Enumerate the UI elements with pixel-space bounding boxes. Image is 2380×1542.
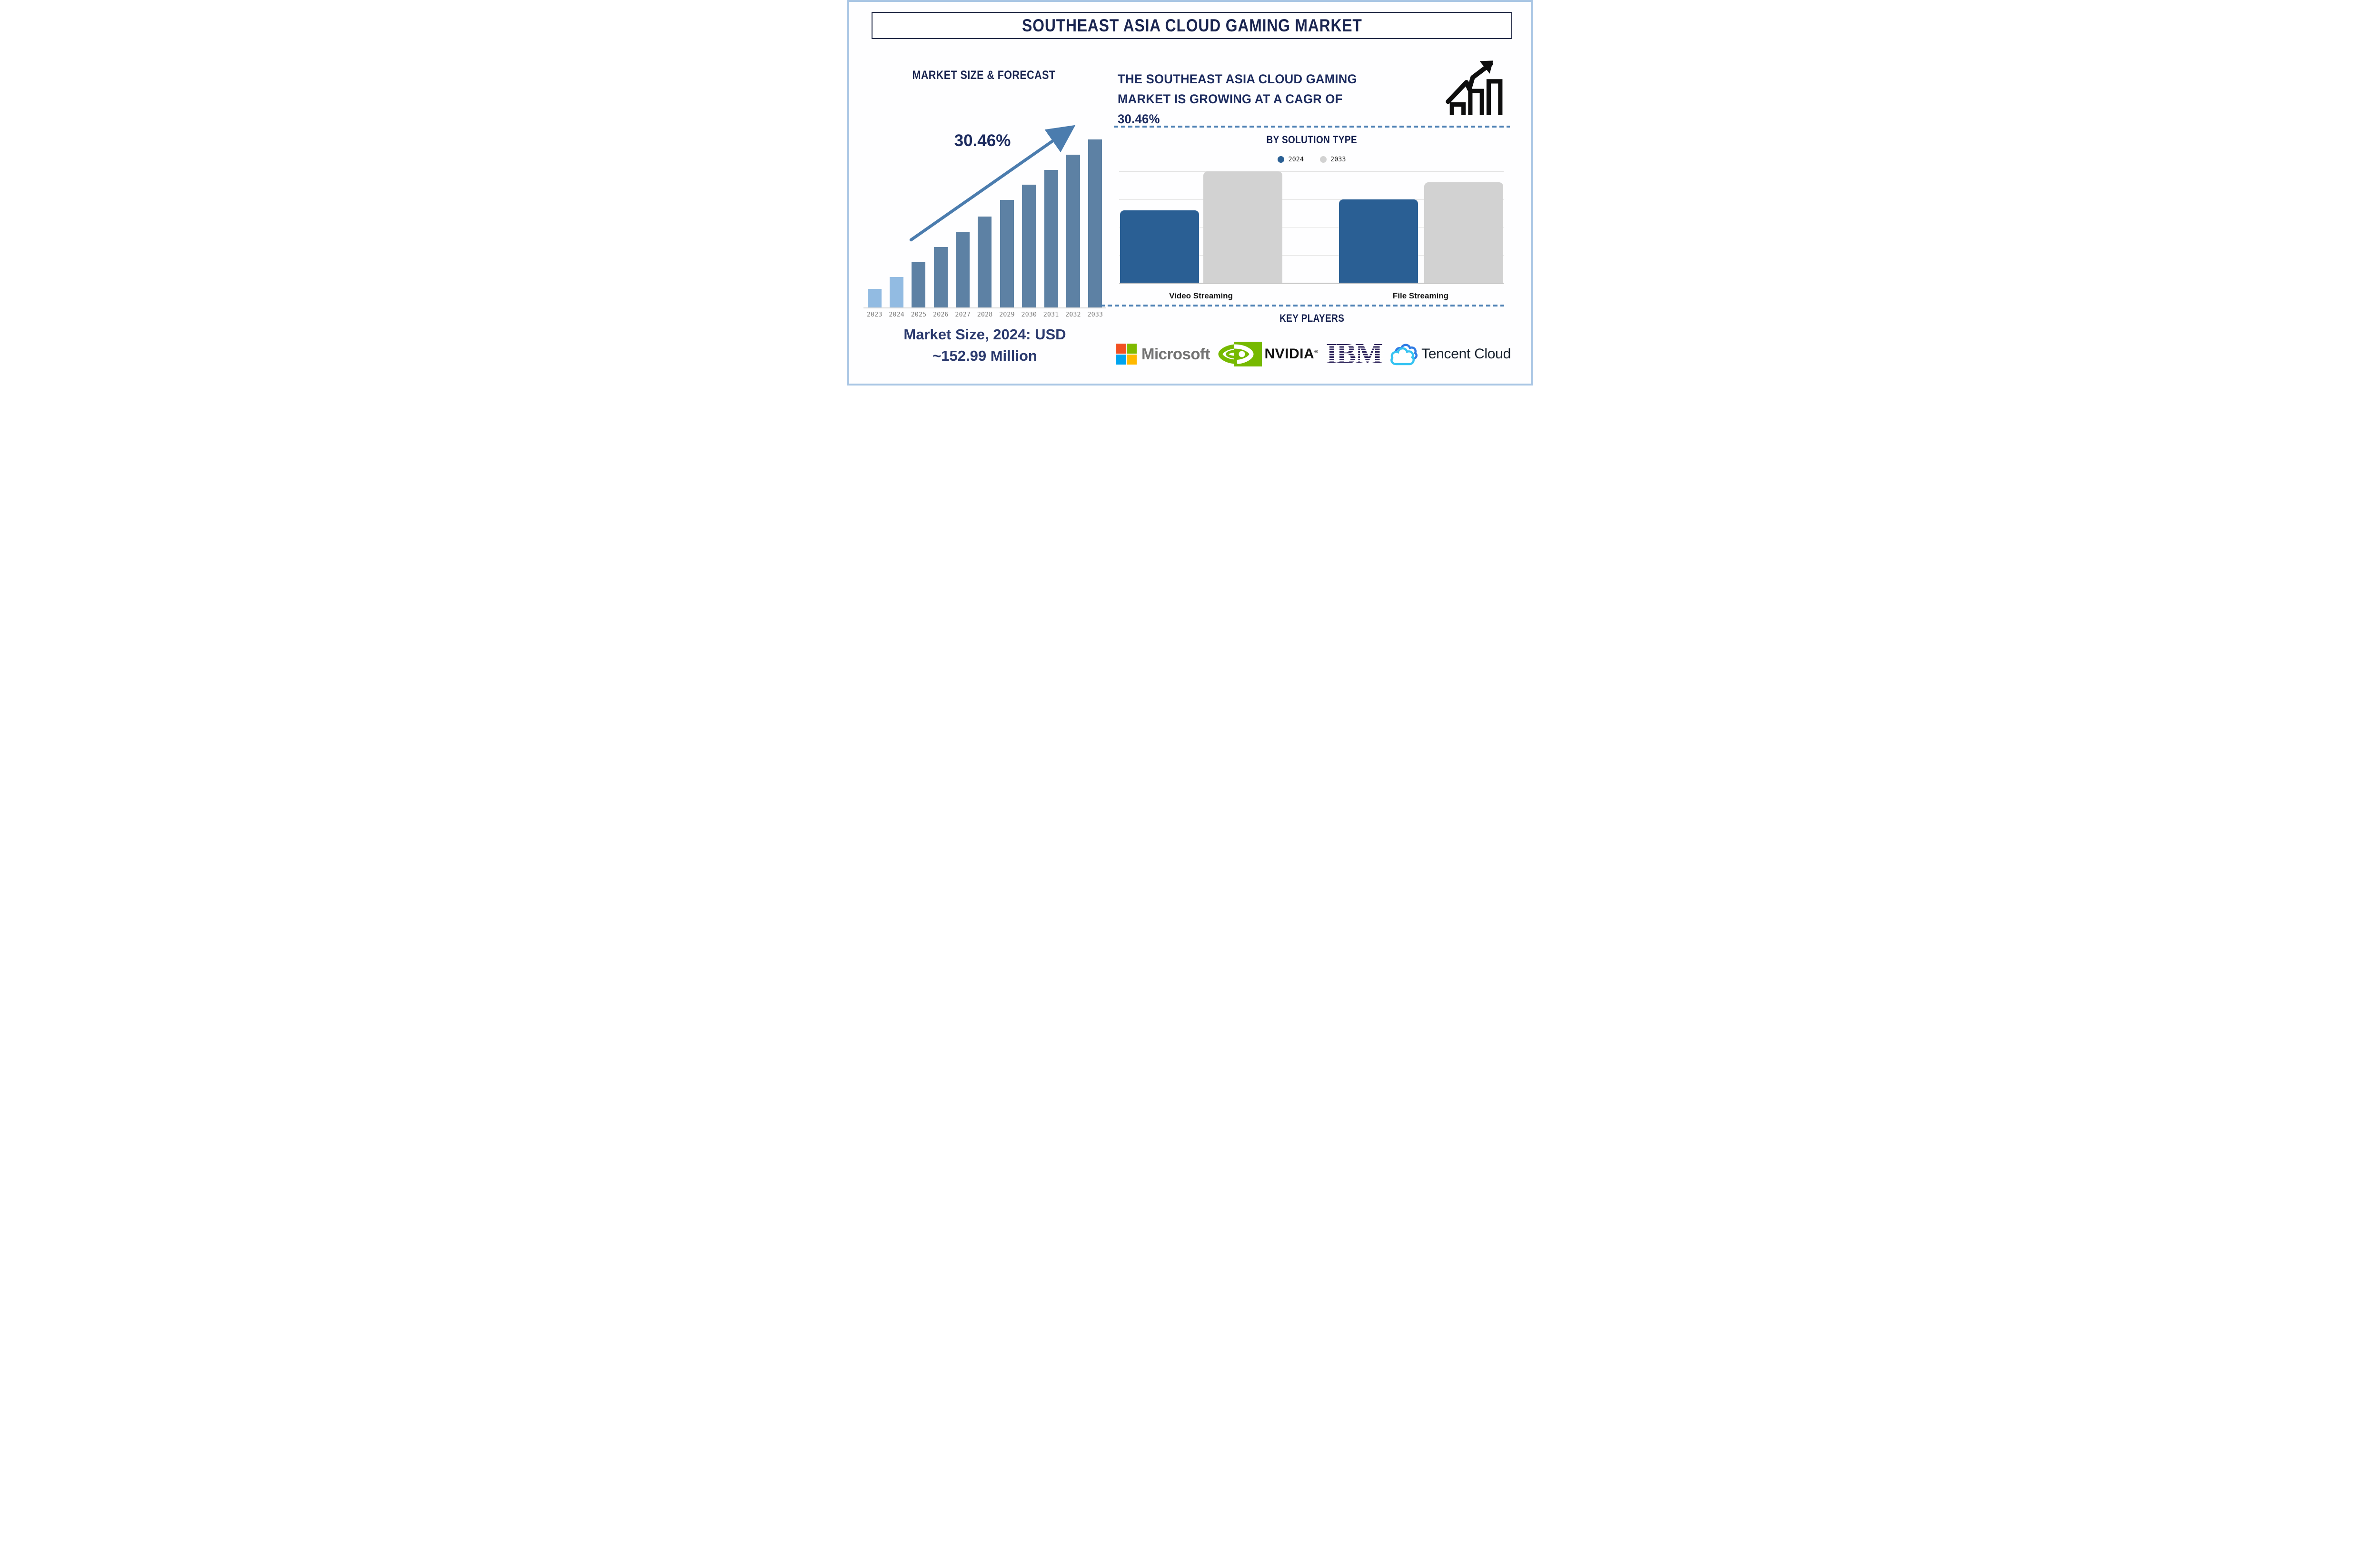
category-label-file-streaming: File Streaming: [1392, 291, 1449, 300]
market-size-bar-2028: [978, 217, 992, 307]
year-label-2030: 2030: [1021, 311, 1037, 318]
dashed-divider-bottom: [1101, 305, 1504, 306]
market-size-bar-2031: [1044, 169, 1058, 307]
category-labels: Video Streaming File Streaming: [1119, 291, 1504, 302]
market-size-bar-2024: [890, 277, 904, 307]
market-size-bar-2030: [1022, 185, 1036, 307]
nvidia-eye-icon: [1218, 342, 1262, 366]
ibm-logo: IBM: [1324, 339, 1384, 369]
market-size-bar-2032: [1066, 154, 1080, 307]
year-label-2023: 2023: [866, 311, 883, 318]
year-label-2031: 2031: [1043, 311, 1059, 318]
file-streaming-bar-2024: [1339, 199, 1418, 283]
microsoft-wordmark: Microsoft: [1141, 345, 1210, 363]
year-label-2025: 2025: [911, 311, 927, 318]
year-label-2028: 2028: [977, 311, 993, 318]
cagr-headline: THE SOUTHEAST ASIA CLOUD GAMING MARKET I…: [1118, 72, 1357, 126]
microsoft-squares-icon: [1116, 344, 1137, 365]
infographic-root: SOUTHEAST ASIA CLOUD GAMING MARKET MARKE…: [847, 0, 1533, 386]
market-size-bar-2023: [867, 289, 882, 307]
category-label-video-streaming: Video Streaming: [1169, 291, 1233, 300]
registered-mark: ®: [1314, 349, 1319, 355]
page-title: SOUTHEAST ASIA CLOUD GAMING MARKET: [1021, 15, 1362, 35]
footer-line-2: ~152.99 Million: [932, 347, 1037, 364]
solution-type-bar-chart: [1119, 171, 1504, 284]
tencent-cloud-icon: [1390, 344, 1418, 366]
video-streaming-bar-2033: [1203, 171, 1282, 283]
year-label-2032: 2032: [1065, 311, 1081, 318]
year-label-2026: 2026: [933, 311, 949, 318]
microsoft-logo: Microsoft: [1116, 344, 1210, 365]
footer-line-1: Market Size, 2024: USD: [903, 326, 1066, 343]
legend-label-2033: 2033: [1330, 156, 1346, 163]
cagr-trend-arrow-icon: [909, 125, 1076, 242]
legend-item-2024: 2024: [1278, 156, 1304, 163]
key-players-logos: Microsoft NVIDIA® IBM Tencent: [1116, 334, 1511, 374]
nvidia-wordmark: NVIDIA®: [1264, 346, 1319, 362]
dashed-divider-top: [1114, 126, 1510, 128]
key-players-heading: KEY PLAYERS: [1279, 312, 1345, 324]
market-size-bar-2027: [956, 232, 970, 307]
video-streaming-bar-2024: [1120, 210, 1199, 283]
market-size-forecast-heading: MARKET SIZE & FORECAST: [912, 69, 1056, 82]
market-size-bar-2025: [912, 262, 926, 307]
tencent-cloud-wordmark: Tencent Cloud: [1421, 346, 1511, 362]
year-label-2024: 2024: [889, 311, 904, 318]
year-label-2027: 2027: [955, 311, 971, 318]
gridline: [1119, 255, 1504, 256]
market-size-bar-2029: [1000, 200, 1014, 307]
legend-dot-2024: [1278, 156, 1285, 163]
x-axis-baseline: [863, 307, 1106, 308]
legend-item-2033: 2033: [1320, 156, 1346, 163]
legend-label-2024: 2024: [1288, 156, 1304, 163]
nvidia-logo: NVIDIA®: [1218, 340, 1319, 368]
title-bar: SOUTHEAST ASIA CLOUD GAMING MARKET: [872, 12, 1512, 39]
gridline: [1119, 199, 1504, 200]
market-size-footer: Market Size, 2024: USD ~152.99 Million: [859, 324, 1111, 366]
market-size-bar-2033: [1088, 139, 1102, 307]
ibm-stripes-overlay: [1324, 344, 1384, 364]
growth-chart-icon: [1446, 60, 1503, 115]
solution-type-title: BY SOLUTION TYPE: [1266, 134, 1358, 146]
legend-dot-2033: [1320, 156, 1327, 163]
tencent-cloud-logo: Tencent Cloud: [1390, 341, 1511, 367]
solution-type-legend: 2024 2033: [1114, 156, 1510, 163]
x-axis-year-labels: 2023 2024 2025 2026 2027 2028 2029 2030 2031 2032…: [863, 311, 1106, 318]
cagr-value-label: 30.46%: [954, 131, 1011, 150]
year-label-2033: 2033: [1087, 311, 1103, 318]
market-size-bar-chart: [863, 135, 1106, 308]
year-label-2029: 2029: [999, 311, 1015, 318]
market-size-bar-2026: [933, 247, 948, 307]
gridline: [1119, 171, 1504, 172]
file-streaming-bar-2033: [1424, 182, 1503, 283]
